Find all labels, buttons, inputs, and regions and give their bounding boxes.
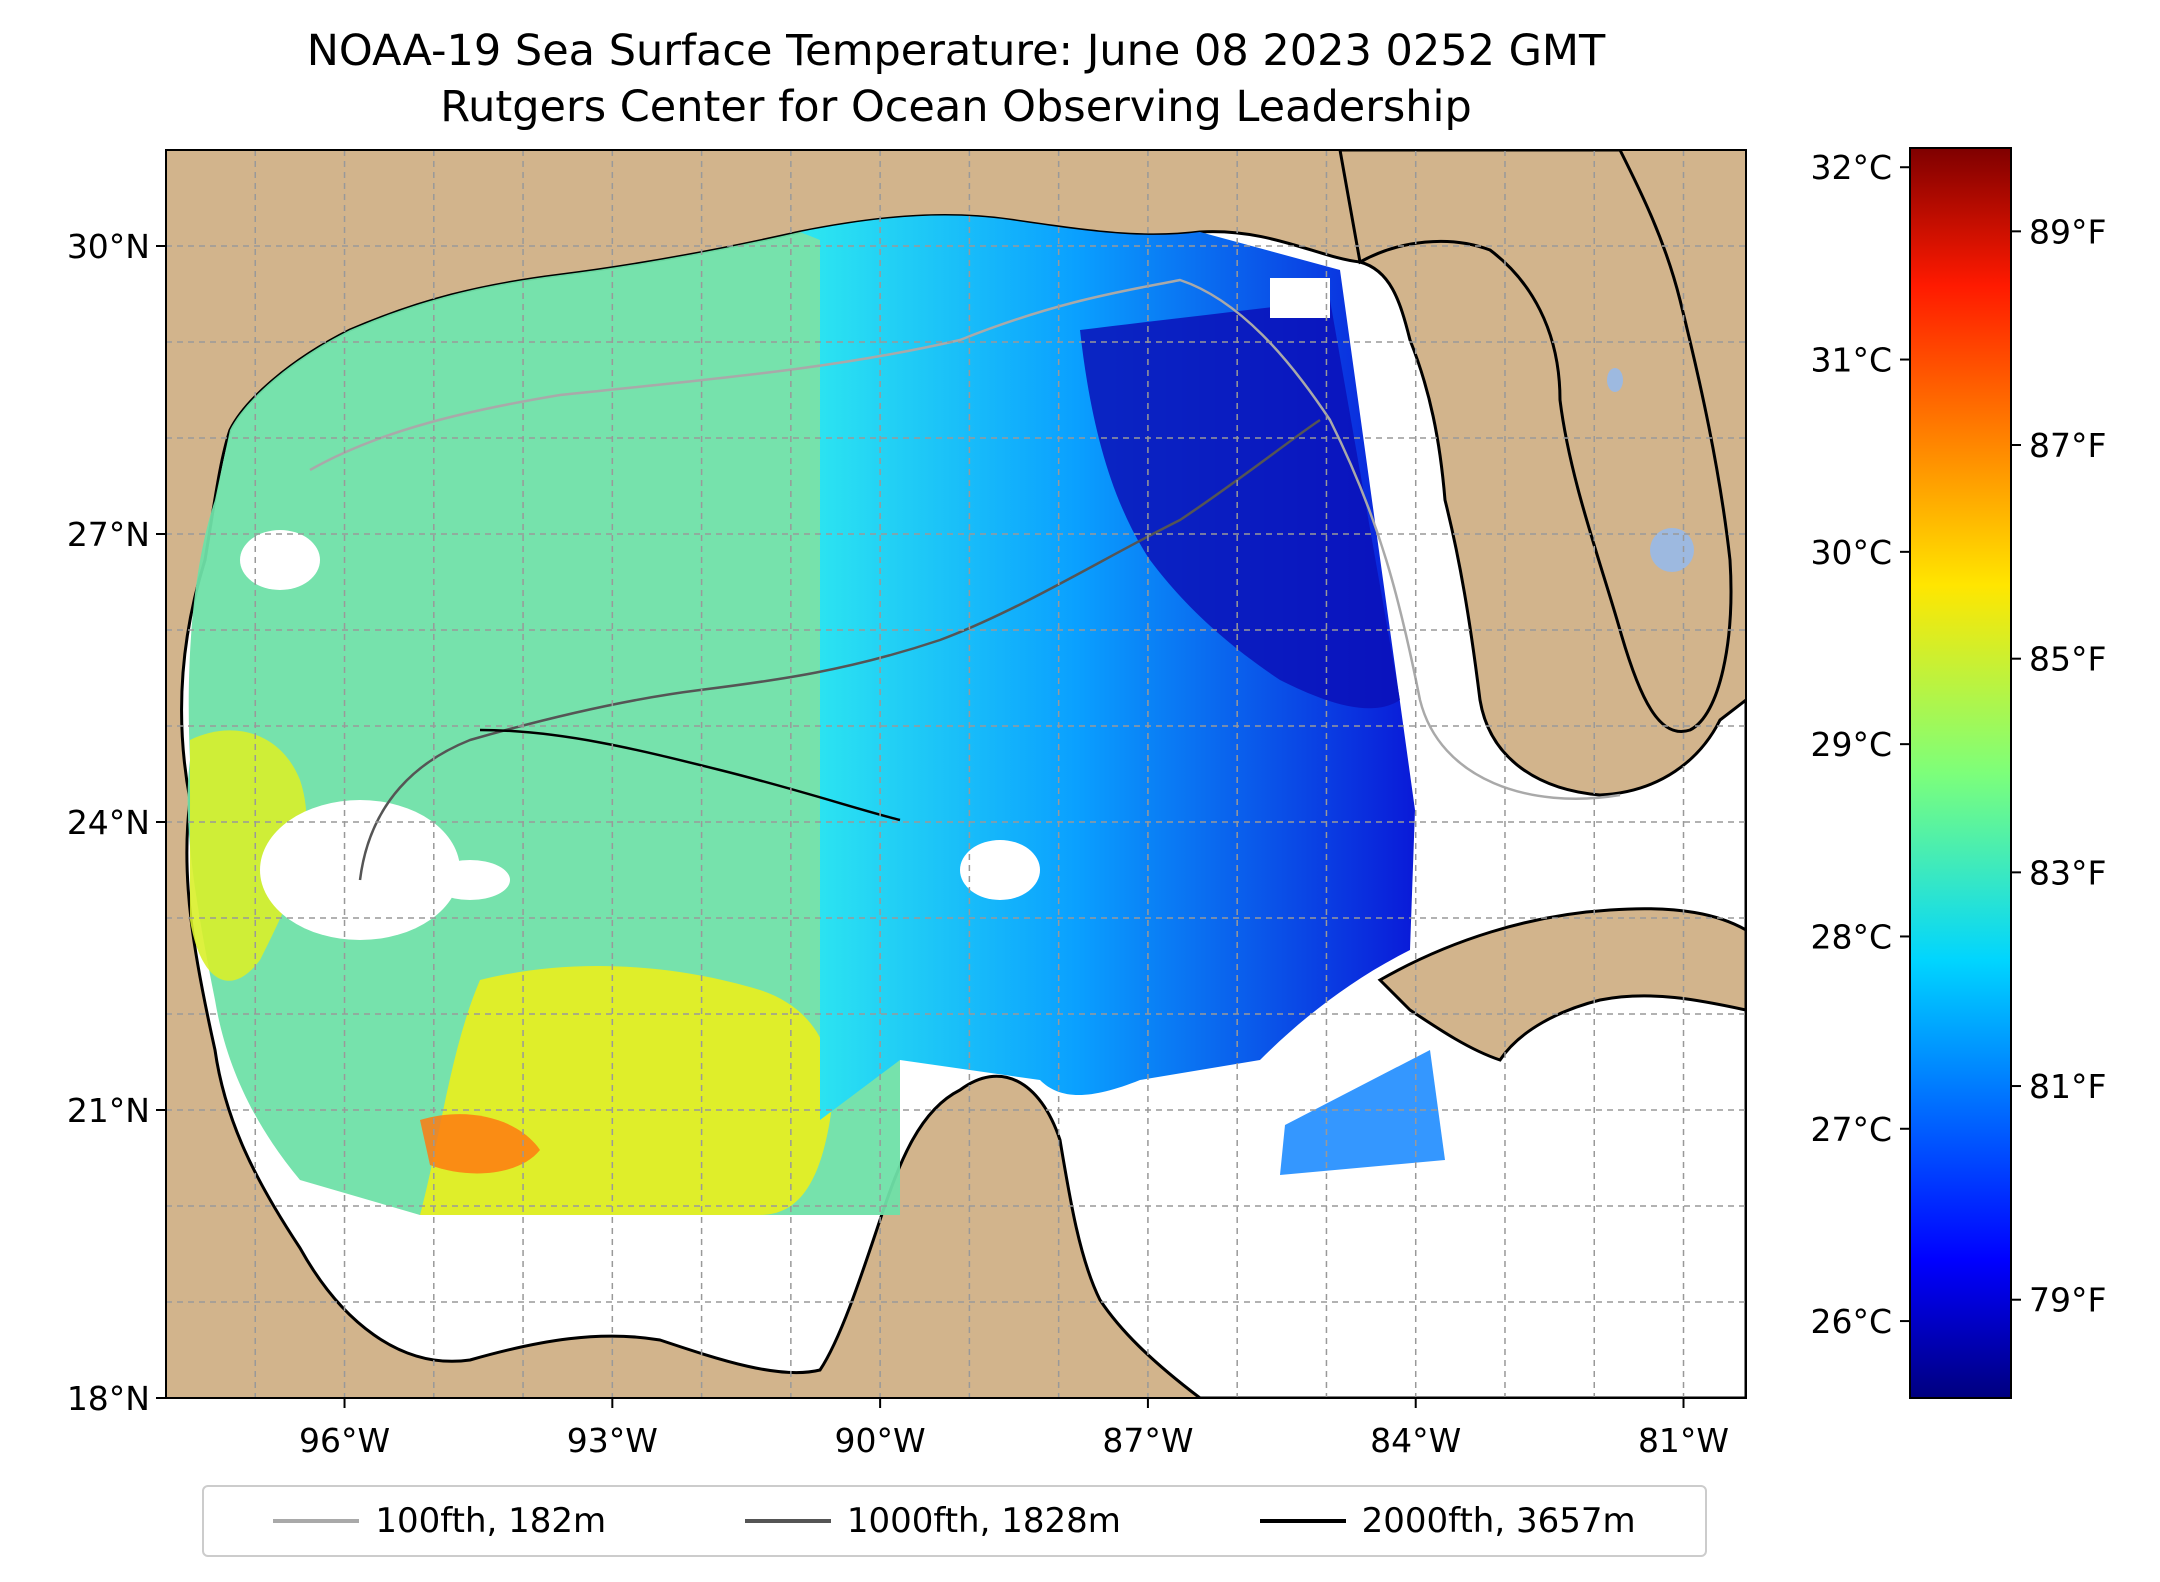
- sst-west: [187, 230, 901, 1215]
- celsius-tick-label: 26°C: [1810, 1302, 1892, 1341]
- lon-tick-label: 90°W: [835, 1421, 926, 1460]
- celsius-tick-label: 29°C: [1810, 725, 1892, 764]
- lon-tick-label: 87°W: [1102, 1421, 1193, 1460]
- figure-title: NOAA-19 Sea Surface Temperature: June 08…: [306, 26, 1606, 76]
- colorbar-fahrenheit-ticks: 89°F 87°F 85°F 83°F 81°F 79°F: [2011, 212, 2106, 1320]
- sst-south-warm: [420, 966, 833, 1215]
- legend-label: 2000fth, 3657m: [1361, 1501, 1636, 1541]
- fahrenheit-tick-label: 79°F: [2029, 1281, 2106, 1320]
- map-frame: [165, 149, 1747, 1399]
- colorbar: [1909, 147, 2012, 1399]
- legend-label: 100fth, 182m: [375, 1501, 607, 1541]
- cloud-patch: [1270, 278, 1330, 318]
- cloud-patch: [960, 840, 1040, 900]
- lat-tick-label: 30°N: [67, 227, 150, 266]
- figure-subtitle: Rutgers Center for Ocean Observing Leade…: [440, 82, 1472, 132]
- fahrenheit-tick-label: 81°F: [2029, 1067, 2106, 1106]
- legend-item-2000fth: 2000fth, 3657m: [1259, 1501, 1636, 1541]
- legend-label: 1000fth, 1828m: [846, 1501, 1121, 1541]
- legend-swatch: [744, 1519, 831, 1523]
- celsius-tick-label: 28°C: [1810, 917, 1892, 956]
- sst-east-dark: [1080, 300, 1400, 709]
- lat-tick-label: 27°N: [67, 515, 150, 554]
- sst-cuba-strip: [1280, 1050, 1445, 1175]
- colorbar-celsius-ticks: 32°C 31°C 30°C 29°C 28°C 27°C 26°C: [1810, 148, 1910, 1341]
- lat-tick-label: 18°N: [67, 1379, 150, 1418]
- legend-swatch: [273, 1519, 360, 1523]
- lat-ticks: 30°N 27°N 24°N 21°N 18°N: [67, 227, 166, 1418]
- bathymetry-legend: 100fth, 182m 1000fth, 1828m 2000fth, 365…: [202, 1485, 1707, 1557]
- lon-tick-label: 93°W: [567, 1421, 658, 1460]
- fahrenheit-tick-label: 89°F: [2029, 212, 2106, 251]
- lon-tick-label: 96°W: [299, 1421, 390, 1460]
- fahrenheit-tick-label: 85°F: [2029, 640, 2106, 679]
- celsius-tick-label: 32°C: [1810, 148, 1892, 187]
- cloud-patch: [430, 860, 510, 900]
- legend-item-100fth: 100fth, 182m: [273, 1501, 606, 1541]
- gridlines: [165, 149, 1746, 1399]
- celsius-tick-label: 30°C: [1810, 533, 1892, 572]
- legend-item-1000fth: 1000fth, 1828m: [744, 1501, 1121, 1541]
- fahrenheit-tick-label: 87°F: [2029, 426, 2106, 465]
- cloud-patch: [240, 530, 320, 590]
- lon-tick-label: 81°W: [1638, 1421, 1729, 1460]
- lat-tick-label: 21°N: [67, 1091, 150, 1130]
- celsius-tick-label: 27°C: [1810, 1110, 1892, 1149]
- contour-1000fth: [358, 418, 1321, 881]
- lon-tick-label: 84°W: [1370, 1421, 1461, 1460]
- lake: [1607, 368, 1623, 392]
- lon-ticks: 96°W 93°W 90°W 87°W 84°W 81°W: [299, 1398, 1729, 1460]
- map-layers: [166, 150, 1746, 1398]
- contour-2000fth: [479, 728, 901, 822]
- contour-100fth: [309, 278, 1621, 800]
- sst-hotspot: [420, 1114, 540, 1174]
- legend-swatch: [1259, 1519, 1346, 1523]
- fahrenheit-tick-label: 83°F: [2029, 853, 2106, 892]
- lat-tick-label: 24°N: [67, 803, 150, 842]
- cloud-patch: [260, 800, 460, 940]
- celsius-tick-label: 31°C: [1810, 341, 1892, 380]
